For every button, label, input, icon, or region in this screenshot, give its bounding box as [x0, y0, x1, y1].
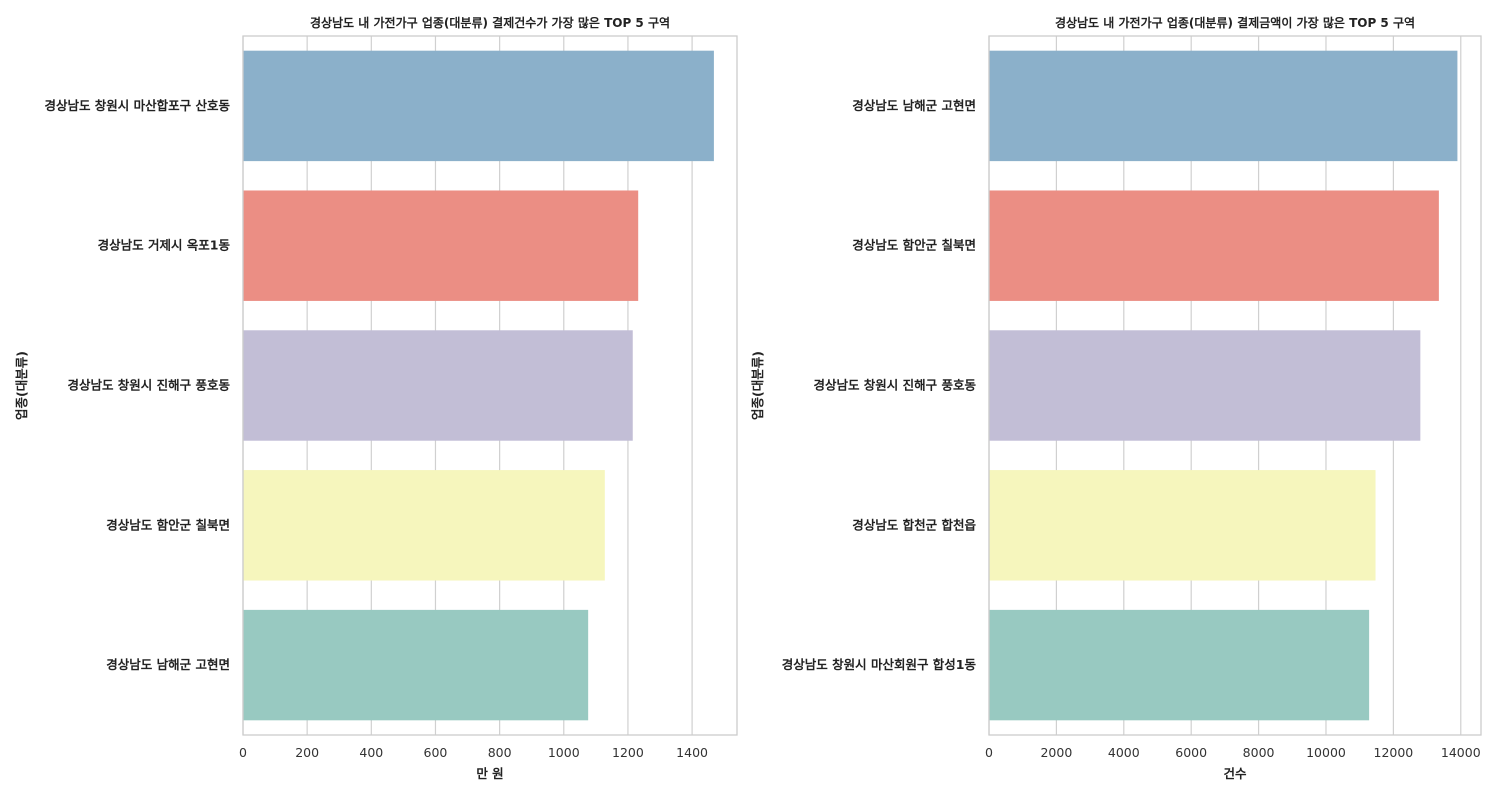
bar	[243, 330, 633, 441]
x-tick-label: 14000	[1441, 745, 1481, 760]
x-tick-label: 6000	[1175, 745, 1207, 760]
category-label: 경상남도 남해군 고현면	[106, 657, 230, 672]
x-tick-label: 600	[424, 745, 448, 760]
bar	[989, 609, 1370, 721]
x-tick-label: 800	[488, 745, 512, 760]
bar	[243, 609, 589, 721]
bar	[989, 190, 1439, 301]
x-tick-label: 10000	[1306, 745, 1346, 760]
category-label: 경상남도 남해군 고현면	[852, 98, 976, 113]
bar	[243, 190, 639, 301]
x-tick-label: 200	[295, 745, 319, 760]
x-tick-label: 8000	[1243, 745, 1275, 760]
category-label: 경상남도 창원시 진해구 풍호동	[67, 378, 230, 393]
x-tick-label: 1400	[676, 745, 708, 760]
x-tick-label: 4000	[1108, 745, 1140, 760]
bar	[243, 50, 714, 162]
bar	[989, 330, 1421, 441]
bar	[243, 470, 605, 581]
y-axis-label: 업종(대분류)	[14, 351, 29, 420]
category-label: 경상남도 함안군 칠북면	[106, 517, 230, 532]
category-label: 경상남도 거제시 옥포1동	[98, 238, 231, 253]
category-label: 경상남도 창원시 마산합포구 산호동	[44, 98, 230, 113]
x-tick-label: 12000	[1374, 745, 1414, 760]
x-tick-label: 400	[359, 745, 383, 760]
x-tick-label: 2000	[1040, 745, 1072, 760]
category-label: 경상남도 창원시 진해구 풍호동	[813, 378, 976, 393]
y-axis-label: 업종(대분류)	[750, 351, 765, 420]
x-axis-label: 건수	[1223, 766, 1247, 781]
x-tick-label: 1200	[612, 745, 644, 760]
x-axis-label: 만 원	[476, 766, 503, 781]
x-tick-label: 0	[985, 745, 993, 760]
chart-title: 경상남도 내 가전가구 업종(대분류) 결제건수가 가장 많은 TOP 5 구역	[310, 15, 670, 30]
chart-title: 경상남도 내 가전가구 업종(대분류) 결제금액이 가장 많은 TOP 5 구역	[1055, 15, 1415, 30]
plot-frame	[988, 35, 1482, 736]
x-tick-label: 1000	[548, 745, 580, 760]
bar	[989, 470, 1376, 581]
category-label: 경상남도 함안군 칠북면	[852, 238, 976, 253]
bar	[989, 50, 1458, 162]
category-label: 경상남도 창원시 마산회원구 합성1동	[782, 657, 977, 672]
plot-frame	[242, 35, 738, 736]
category-label: 경상남도 합천군 합천읍	[852, 517, 976, 532]
x-tick-label: 0	[239, 745, 247, 760]
